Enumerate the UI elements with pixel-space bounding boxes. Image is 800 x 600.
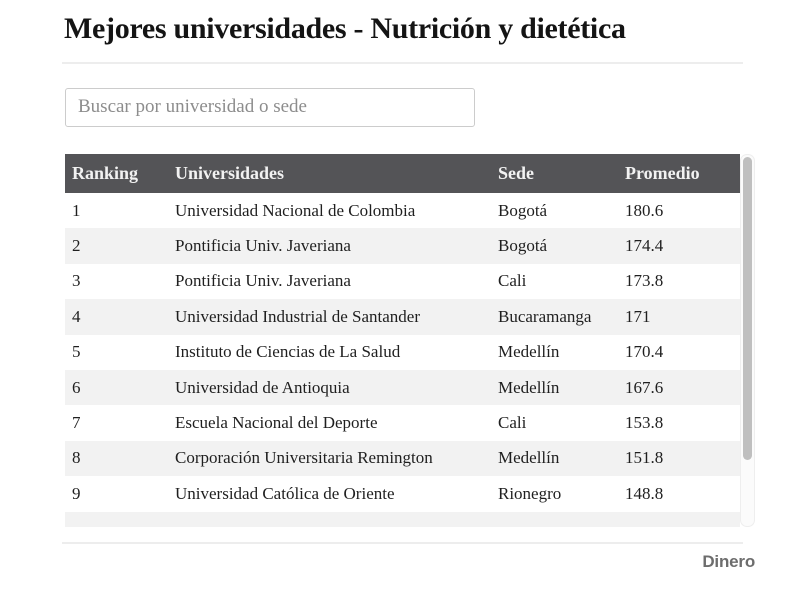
table-row: 9 Universidad Católica de Oriente Rionegro… [65,476,740,511]
table-row: 2 Pontificia Univ. Javeriana Bogotá 174.4 [65,228,740,264]
table-row: 5 Instituto de Ciencias de La Salud Medell… [65,335,740,370]
cell-sede: Medellín [498,342,560,362]
rankings-table-container[interactable]: Ranking Universidades Sede Promedio 1 Uni… [65,154,755,527]
cell-ranking: 3 [72,271,81,291]
cell-ranking: 7 [72,413,81,433]
cell-universidad: Escuela Nacional del Deporte [175,413,378,433]
cell-universidad: Universidad Nacional de Colombia [175,200,416,220]
cell-promedio: 170.4 [625,342,664,362]
cell-universidad: Corporación Universitaria Remington [175,448,433,468]
cell-sede: Medellín [498,377,560,397]
table-row: 4 Universidad Industrial de Santander Buca… [65,299,740,335]
cell-promedio: 153.8 [625,413,664,433]
brand-logo: Dinero [702,552,755,571]
table-row: 8 Corporación Universitaria Remington Mede… [65,440,740,477]
search-input[interactable] [65,88,475,127]
cell-ranking: 8 [72,448,81,468]
table-row: 7 Escuela Nacional del Deporte Cali 153.8 [65,405,740,440]
cell-ranking: 9 [72,483,81,503]
table-row: 1 Universidad Nacional de Colombia Bogotá 1… [65,193,740,228]
table-body: 1 Universidad Nacional de Colombia Bogotá 1… [65,193,740,512]
table-row: 3 Pontificia Univ. Javeriana Cali 173.8 [65,264,740,299]
scrollbar-thumb[interactable] [743,157,752,460]
cell-sede: Cali [498,413,527,433]
title-divider [62,62,743,64]
column-header-sede: Sede [498,154,625,193]
cell-universidad: Instituto de Ciencias de La Salud [175,342,401,362]
cell-sede: Bogotá [498,200,548,220]
table-scrollbar[interactable] [740,154,755,527]
table-header-row: Ranking Universidades Sede Promedio [65,154,740,193]
cell-sede: Bogotá [498,236,548,256]
column-header-promedio: Promedio [625,154,740,193]
cell-promedio: 180.6 [625,200,664,220]
cell-sede: Rionegro [498,483,562,503]
cell-sede: Bucaramanga [498,306,592,326]
footer-divider [62,542,743,544]
cell-promedio: 151.8 [625,448,664,468]
cell-sede: Medellín [498,448,560,468]
cell-universidad: Universidad de Antioquia [175,377,350,397]
rankings-table: Ranking Universidades Sede Promedio 1 Uni… [65,154,740,512]
column-header-ranking: Ranking [65,154,175,193]
table-row: 6 Universidad de Antioquia Medellín 167.6 [65,369,740,406]
cell-ranking: 1 [72,200,81,220]
cell-universidad: Universidad Industrial de Santander [175,306,421,326]
cell-ranking: 2 [72,236,81,256]
page-title: Mejores universidades - Nutrición y diet… [64,12,626,45]
cell-ranking: 5 [72,342,81,362]
cell-ranking: 6 [72,377,81,397]
column-header-universidades: Universidades [175,154,498,193]
cell-universidad: Pontificia Univ. Javeriana [175,271,351,291]
cell-promedio: 173.8 [625,271,664,291]
cell-ranking: 4 [72,306,81,326]
cell-promedio: 171 [625,306,651,326]
cell-promedio: 148.8 [625,483,664,503]
cell-promedio: 167.6 [625,377,664,397]
cell-sede: Cali [498,271,527,291]
partial-row [65,512,740,527]
cell-promedio: 174.4 [625,236,664,256]
cell-universidad: Pontificia Univ. Javeriana [175,236,351,256]
cell-universidad: Universidad Católica de Oriente [175,483,395,503]
